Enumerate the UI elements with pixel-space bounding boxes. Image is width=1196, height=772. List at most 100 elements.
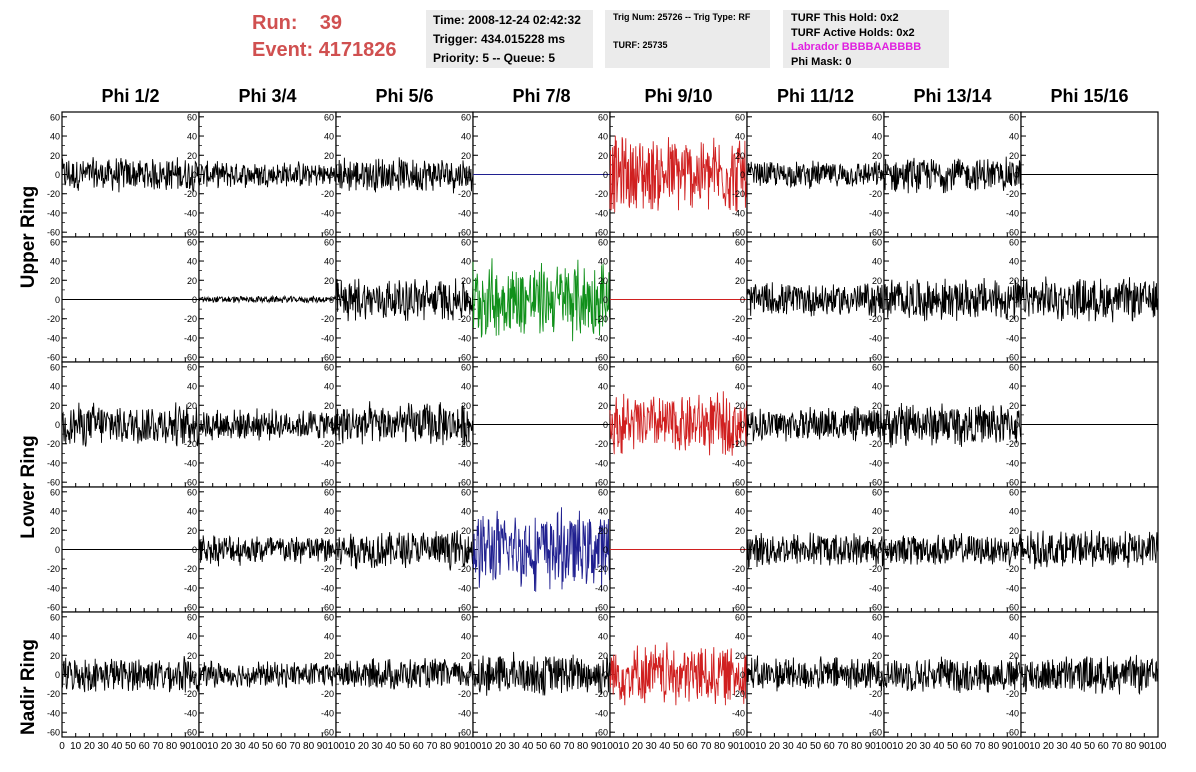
y-tick-label: 60 bbox=[187, 237, 197, 247]
y-tick-label: 40 bbox=[50, 132, 60, 142]
x-tick-label: 50 bbox=[947, 741, 959, 752]
run-event-block: Run: 39 Event: 4171826 bbox=[252, 10, 422, 64]
y-tick-label: 20 bbox=[598, 401, 608, 411]
x-tick-label: 60 bbox=[687, 741, 699, 752]
y-tick-label: -20 bbox=[595, 689, 608, 699]
waveform-series bbox=[198, 535, 337, 567]
y-tick-label: 20 bbox=[1009, 651, 1019, 661]
column-header-phi-13-14: Phi 13/14 bbox=[913, 86, 992, 106]
y-tick-label: 40 bbox=[598, 507, 608, 517]
waveform-series bbox=[746, 160, 885, 189]
x-tick-label: 90 bbox=[180, 741, 192, 752]
y-tick-label: 60 bbox=[461, 362, 471, 372]
y-tick-label: 40 bbox=[598, 257, 608, 267]
x-tick-label: 100 bbox=[602, 741, 619, 752]
y-tick-label: 0 bbox=[192, 545, 197, 555]
waveform-series bbox=[335, 157, 474, 194]
y-tick-label: 20 bbox=[50, 401, 60, 411]
panel-frame bbox=[335, 236, 474, 363]
y-tick-label: 40 bbox=[324, 632, 334, 642]
y-tick-label: -40 bbox=[47, 583, 60, 593]
y-tick-label: 20 bbox=[187, 651, 197, 661]
x-tick-label: 80 bbox=[714, 741, 726, 752]
y-tick-label: -40 bbox=[184, 333, 197, 343]
time-info-panel: Time: 2008-12-24 02:42:32 Trigger: 434.0… bbox=[426, 10, 593, 68]
x-tick-label: 50 bbox=[399, 741, 411, 752]
y-tick-label: -60 bbox=[732, 353, 745, 363]
y-tick-label: -40 bbox=[321, 708, 334, 718]
x-tick-label: 10 bbox=[618, 741, 630, 752]
y-tick-label: -60 bbox=[47, 353, 60, 363]
y-tick-label: -40 bbox=[458, 458, 471, 468]
y-tick-label: 0 bbox=[740, 670, 745, 680]
y-tick-label: 60 bbox=[735, 612, 745, 622]
waveform-series bbox=[746, 282, 885, 317]
y-tick-label: 20 bbox=[461, 651, 471, 661]
y-tick-label: -20 bbox=[184, 189, 197, 199]
y-tick-label: 0 bbox=[877, 420, 882, 430]
y-tick-label: -20 bbox=[321, 314, 334, 324]
y-tick-label: 20 bbox=[324, 651, 334, 661]
y-tick-label: 40 bbox=[324, 507, 334, 517]
y-tick-label: 60 bbox=[1009, 487, 1019, 497]
y-tick-label: -60 bbox=[1006, 728, 1019, 738]
y-tick-label: -60 bbox=[321, 728, 334, 738]
x-tick-label: 100 bbox=[1150, 741, 1167, 752]
y-tick-label: -40 bbox=[869, 333, 882, 343]
y-tick-label: 60 bbox=[187, 612, 197, 622]
waveform-series bbox=[335, 530, 474, 571]
y-tick-label: 40 bbox=[50, 382, 60, 392]
y-tick-label: 60 bbox=[598, 237, 608, 247]
y-tick-label: 40 bbox=[872, 632, 882, 642]
y-tick-label: 40 bbox=[735, 507, 745, 517]
waveform-series bbox=[472, 507, 611, 592]
y-tick-label: 20 bbox=[1009, 276, 1019, 286]
y-tick-label: 20 bbox=[598, 526, 608, 536]
x-tick-label: 90 bbox=[1139, 741, 1151, 752]
y-tick-label: -40 bbox=[458, 583, 471, 593]
waveform-series bbox=[198, 660, 337, 688]
x-tick-label: 80 bbox=[851, 741, 863, 752]
y-tick-label: -40 bbox=[321, 208, 334, 218]
y-tick-label: 20 bbox=[1009, 151, 1019, 161]
y-tick-label: -40 bbox=[1006, 708, 1019, 718]
y-tick-label: 60 bbox=[598, 112, 608, 122]
event-label: Event: bbox=[252, 39, 314, 61]
y-tick-label: -20 bbox=[458, 564, 471, 574]
this-hold-text: TURF This Hold: 0x2 bbox=[791, 12, 899, 24]
y-tick-label: -20 bbox=[595, 314, 608, 324]
x-tick-label: 60 bbox=[413, 741, 425, 752]
x-tick-label: 20 bbox=[1043, 741, 1055, 752]
y-tick-label: 40 bbox=[872, 507, 882, 517]
y-tick-label: 40 bbox=[735, 132, 745, 142]
y-tick-label: 60 bbox=[461, 112, 471, 122]
y-tick-label: -20 bbox=[869, 564, 882, 574]
waveform-series bbox=[883, 277, 1022, 322]
waveform-series bbox=[883, 533, 1022, 566]
column-header-phi-11-12: Phi 11/12 bbox=[776, 86, 855, 106]
y-tick-label: -20 bbox=[458, 314, 471, 324]
y-tick-label: 20 bbox=[872, 651, 882, 661]
y-tick-label: 20 bbox=[50, 151, 60, 161]
y-tick-label: 20 bbox=[187, 526, 197, 536]
y-tick-label: 40 bbox=[187, 257, 197, 267]
x-tick-label: 50 bbox=[673, 741, 685, 752]
column-header-phi-9-10: Phi 9/10 bbox=[644, 86, 713, 106]
column-header-phi-7-8: Phi 7/8 bbox=[512, 86, 571, 106]
y-tick-label: 40 bbox=[324, 382, 334, 392]
y-tick-label: -40 bbox=[595, 458, 608, 468]
waveform-series bbox=[1020, 529, 1159, 570]
x-tick-label: 40 bbox=[248, 741, 260, 752]
y-tick-label: -20 bbox=[458, 189, 471, 199]
y-tick-label: 20 bbox=[461, 151, 471, 161]
y-tick-label: -60 bbox=[321, 603, 334, 613]
y-tick-label: -60 bbox=[184, 353, 197, 363]
waveform-series bbox=[472, 651, 611, 696]
x-tick-label: 100 bbox=[876, 741, 893, 752]
y-tick-label: -20 bbox=[47, 439, 60, 449]
x-tick-label: 30 bbox=[646, 741, 658, 752]
waveform-series bbox=[335, 658, 474, 690]
y-tick-label: 0 bbox=[740, 420, 745, 430]
y-tick-label: -60 bbox=[458, 478, 471, 488]
y-tick-label: 20 bbox=[735, 151, 745, 161]
